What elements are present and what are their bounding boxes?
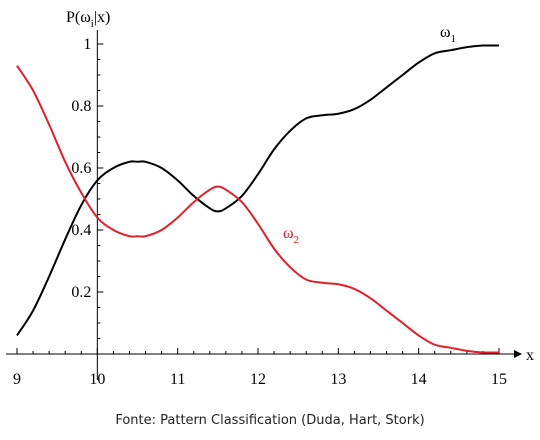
y-tick-label: 1 [83, 36, 91, 53]
x-tick-label: 15 [491, 371, 507, 388]
x-axis-title: x [526, 347, 534, 364]
y-tick-label: 0.4 [71, 222, 91, 239]
series-omega2-label: ω2 [283, 225, 299, 246]
x-tick-label: 9 [13, 371, 21, 388]
series-omega2-line [16, 65, 500, 354]
figure-caption: Fonte: Pattern Classification (Duda, Har… [115, 413, 425, 428]
x-tick-label: 11 [170, 371, 185, 388]
x-axis-arrow [514, 350, 522, 358]
series-omega1-line [16, 44, 500, 336]
x-tick-label: 10 [89, 371, 105, 388]
x-tick-label: 12 [250, 371, 266, 388]
axes [6, 30, 522, 380]
y-tick-label: 0.8 [71, 98, 91, 115]
posterior-probability-chart: 9 10 11 12 13 14 15 0.2 0.4 0.6 0.8 1 P(ωi|x) x ω1 ω2 [6, 9, 534, 388]
x-tick-label: 14 [411, 371, 427, 388]
series-layer [16, 44, 500, 354]
y-tick-label: 0.6 [71, 160, 91, 177]
labels: 9 10 11 12 13 14 15 0.2 0.4 0.6 0.8 1 P(ωi|x) x ω1 ω2 [13, 9, 534, 388]
y-tick-label: 0.2 [71, 284, 91, 301]
x-tick-label: 13 [330, 371, 346, 388]
series-omega1-label: ω1 [440, 24, 456, 45]
y-axis-title: P(ωi|x) [66, 9, 110, 30]
